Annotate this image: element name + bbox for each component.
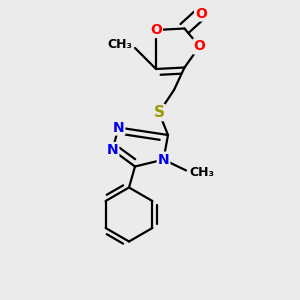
Text: O: O [150,23,162,37]
Text: N: N [158,153,169,166]
Text: S: S [154,105,164,120]
Text: N: N [113,121,124,134]
Text: O: O [194,40,206,53]
Text: N: N [107,143,118,157]
Text: O: O [195,7,207,20]
Text: CH₃: CH₃ [108,38,133,52]
Text: CH₃: CH₃ [189,166,214,179]
